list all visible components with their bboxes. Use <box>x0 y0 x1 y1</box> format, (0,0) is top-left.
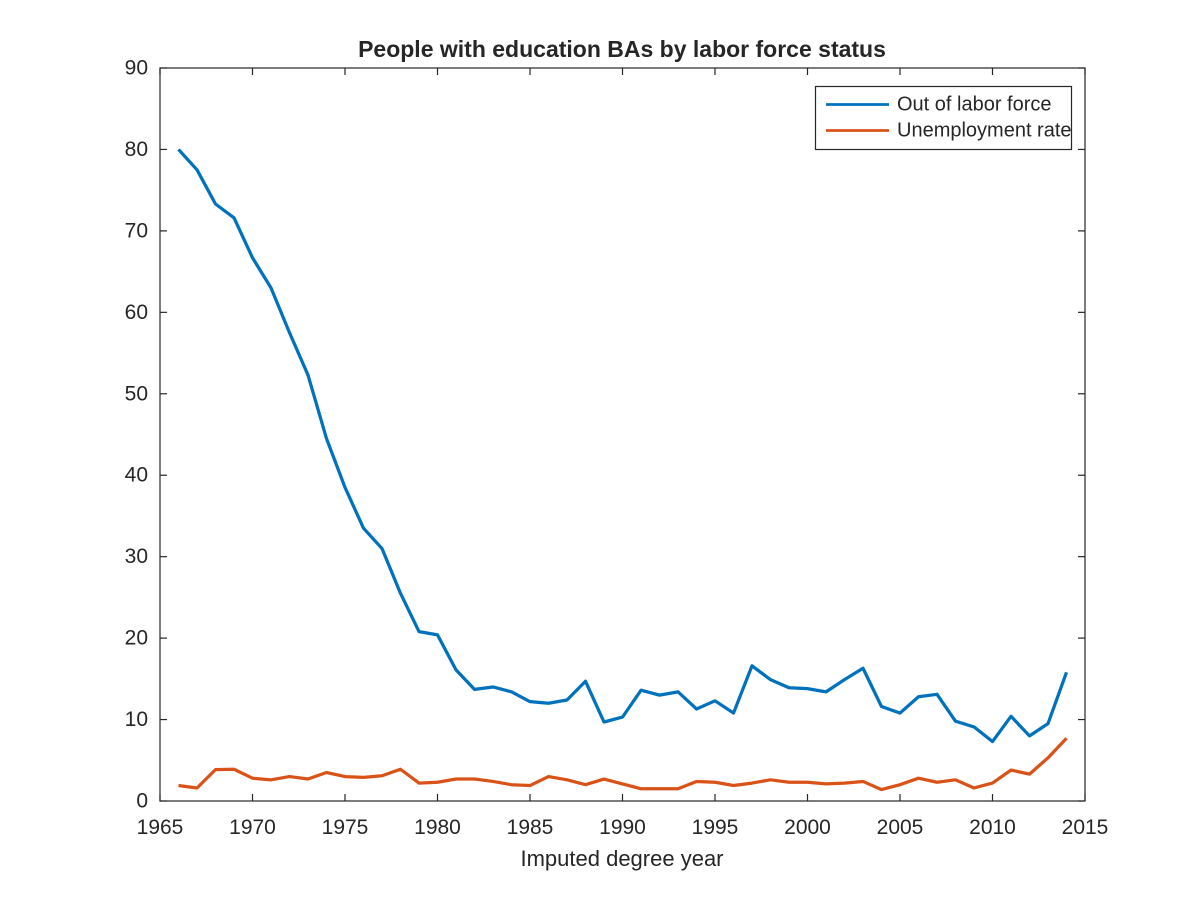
x-tick-label: 1970 <box>229 816 276 839</box>
y-tick-label: 10 <box>125 708 148 731</box>
y-tick-label: 90 <box>125 57 148 80</box>
y-tick-label: 60 <box>125 301 148 324</box>
legend: Out of labor force Unemployment rate <box>814 85 1073 151</box>
series-line-unemployment-rate <box>178 737 1068 792</box>
chart-title: People with education BAs by labor force… <box>358 36 886 62</box>
x-tick-label: 2005 <box>877 816 924 839</box>
legend-box <box>814 85 1073 151</box>
x-tick-label: 1990 <box>599 816 646 839</box>
y-tick-label: 0 <box>136 790 148 813</box>
x-tick-label: 1985 <box>507 816 554 839</box>
y-tick-label: 30 <box>125 545 148 568</box>
legend-label-out-of-labor-force: Out of labor force <box>897 94 1052 116</box>
x-tick-label: 2000 <box>784 816 831 839</box>
axis-ticks: 1965 1970 1975 1980 1985 1990 1995 2000 2005 2010… <box>125 57 1109 840</box>
y-tick-label: 20 <box>125 627 148 650</box>
x-tick-label: 1995 <box>692 816 739 839</box>
plot-area-border <box>159 67 1086 802</box>
x-axis-label: Imputed degree year <box>520 846 723 871</box>
series-lines <box>177 148 1069 792</box>
x-tick-label: 1980 <box>414 816 461 839</box>
y-tick-label: 70 <box>125 219 148 242</box>
y-tick-label: 80 <box>125 138 148 161</box>
series-line-out-of-labor-force <box>177 148 1069 744</box>
x-tick-label: 2015 <box>1062 816 1109 839</box>
x-tick-label: 1965 <box>137 816 184 839</box>
legend-label-unemployment-rate: Unemployment rate <box>897 120 1072 142</box>
y-tick-label: 40 <box>125 464 148 487</box>
x-tick-label: 2010 <box>969 816 1016 839</box>
y-tick-label: 50 <box>125 382 148 405</box>
x-tick-label: 1975 <box>322 816 369 839</box>
